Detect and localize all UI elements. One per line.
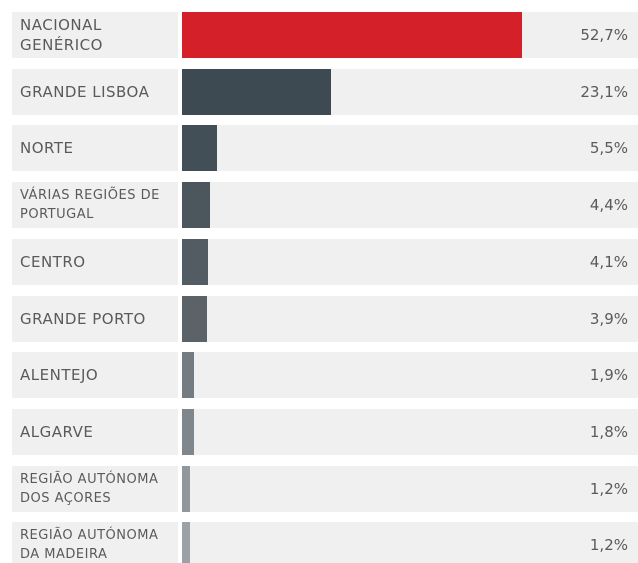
label-cell	[12, 522, 178, 563]
bar-track	[182, 408, 638, 455]
bar-track	[182, 352, 638, 399]
category-label: NORTE	[20, 139, 74, 158]
value-label: 3,9%	[589, 309, 628, 328]
bar	[182, 182, 211, 229]
bar	[182, 295, 208, 342]
label-cell	[12, 182, 178, 229]
category-label: ALGARVE	[20, 422, 94, 441]
value-label: 5,5%	[589, 139, 628, 158]
label-cell	[12, 408, 178, 455]
label-cell	[12, 68, 178, 115]
category-label: REGIÃO AUTÓNOMA DOS AÇORES	[20, 471, 159, 506]
value-label: 1,2%	[589, 536, 628, 555]
value-label: 1,2%	[589, 479, 628, 498]
value-label: 4,1%	[589, 252, 628, 271]
bar	[182, 12, 522, 58]
value-label: 23,1%	[580, 82, 628, 101]
bar	[182, 125, 218, 172]
value-label: 4,4%	[589, 196, 628, 215]
category-label: GRANDE PORTO	[20, 309, 146, 328]
bar	[182, 522, 190, 563]
category-label: GRANDE LISBOA	[20, 82, 150, 101]
category-label: REGIÃO AUTÓNOMA DA MADEIRA	[20, 528, 159, 563]
value-label: 1,8%	[589, 422, 628, 441]
bar	[182, 465, 190, 512]
bar	[182, 352, 195, 399]
label-cell	[12, 295, 178, 342]
value-label: 1,9%	[589, 366, 628, 385]
label-cell	[12, 125, 178, 172]
category-label: VÁRIAS REGIÕES DE PORTUGAL	[20, 188, 160, 223]
bar-track	[182, 465, 638, 512]
label-cell	[12, 12, 178, 58]
bar	[182, 408, 194, 455]
bar-track	[182, 182, 638, 229]
bar-track	[182, 295, 638, 342]
bar	[182, 238, 209, 285]
bar	[182, 68, 331, 115]
category-label: NACIONAL GENÉRICO	[20, 16, 103, 54]
value-label: 52,7%	[580, 26, 628, 44]
category-label: ALENTEJO	[20, 366, 99, 385]
label-cell	[12, 465, 178, 512]
label-cell	[12, 238, 178, 285]
bar-track	[182, 238, 638, 285]
bar-track	[182, 522, 638, 563]
category-label: CENTRO	[20, 252, 86, 271]
label-cell	[12, 352, 178, 399]
bar-track	[182, 125, 638, 172]
